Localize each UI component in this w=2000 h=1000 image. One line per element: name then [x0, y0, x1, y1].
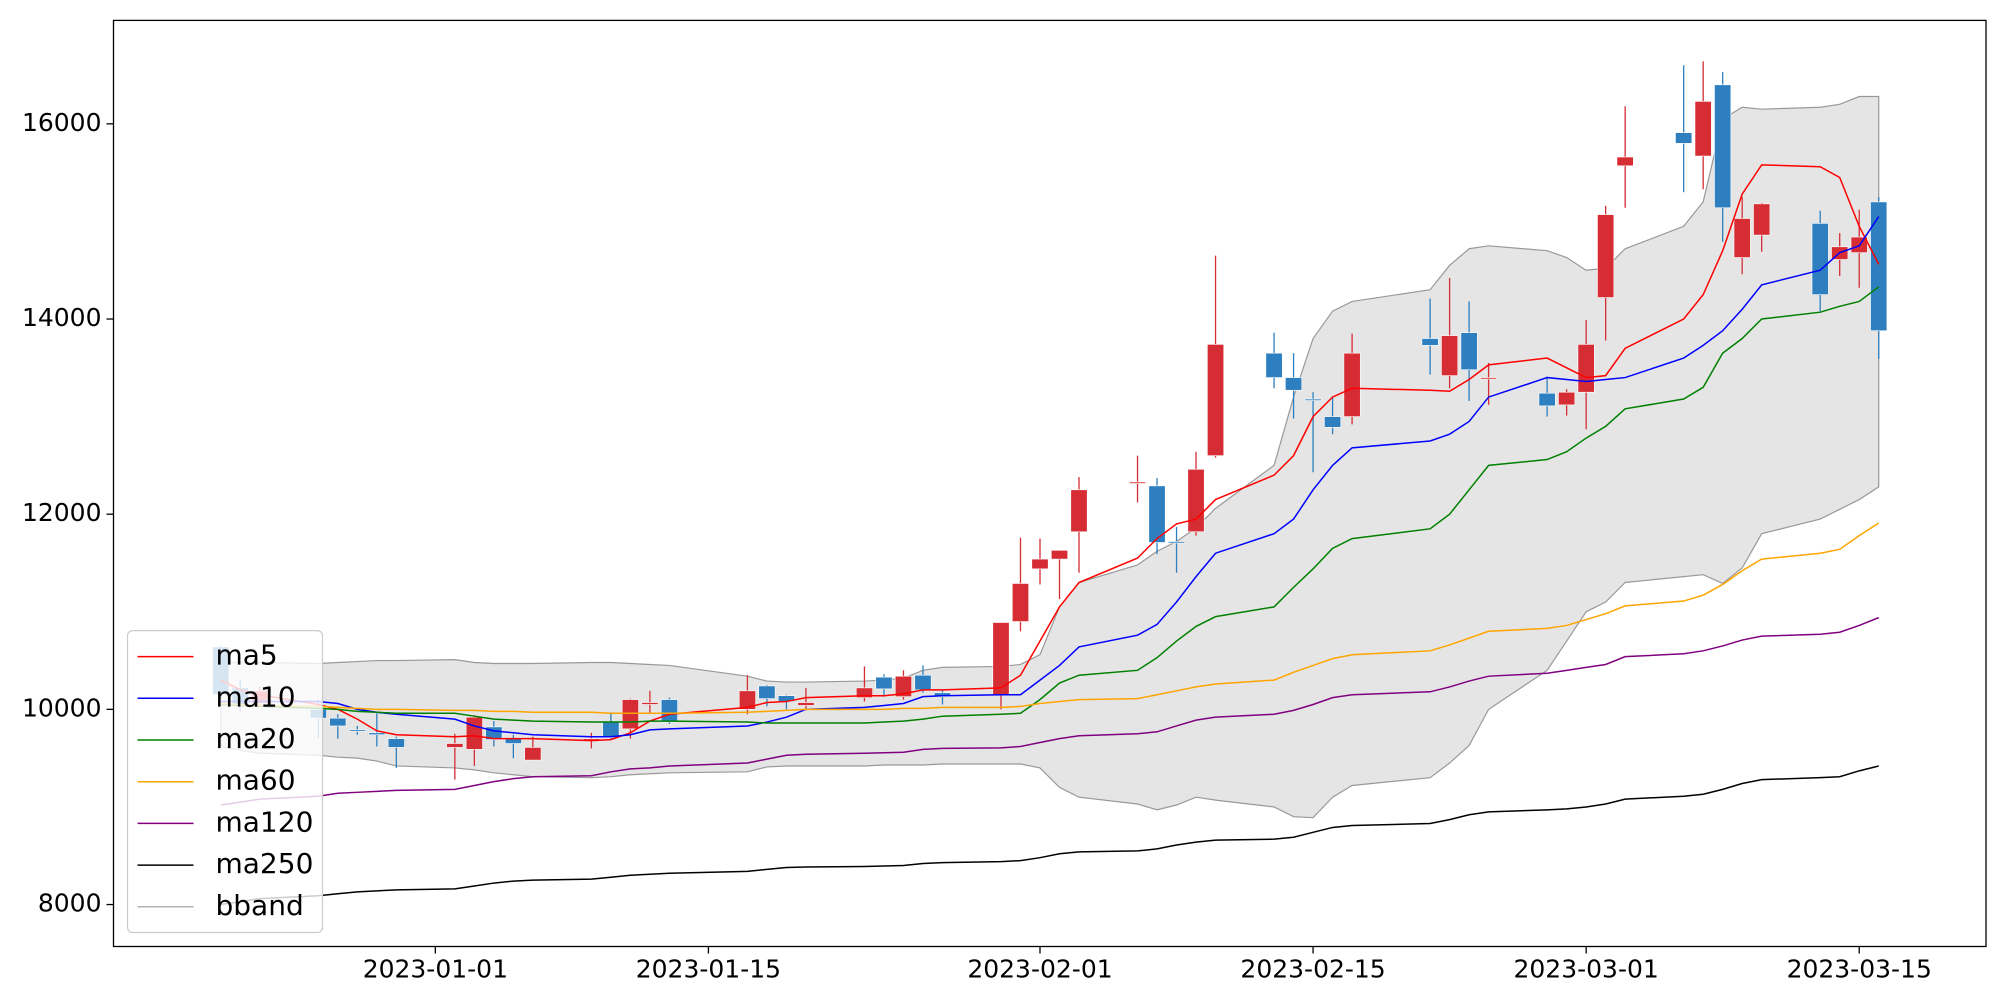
candle-body — [1207, 344, 1225, 456]
candle-body — [1051, 549, 1068, 560]
candle-body — [446, 743, 464, 748]
candle-body — [1168, 541, 1186, 544]
candle-body — [894, 675, 912, 697]
candle-body — [1187, 468, 1205, 533]
ma-line — [220, 522, 1880, 715]
candle-body — [933, 692, 951, 697]
candle-body — [914, 674, 932, 691]
x-tick-label: 2023-01-01 — [363, 955, 508, 984]
candle-body — [875, 676, 893, 690]
legend-label: ma120 — [216, 805, 314, 838]
candle-body — [1811, 223, 1829, 295]
candle-body — [1870, 201, 1888, 332]
x-tick-label: 2023-03-15 — [1787, 955, 1932, 984]
legend: ma5 ma10 ma20 ma60 ma120 ma250 bband — [126, 629, 324, 934]
legend-box — [126, 629, 324, 934]
x-tick-label: 2023-01-15 — [636, 955, 781, 984]
candle-body — [1421, 338, 1439, 346]
candle-body — [1733, 218, 1751, 258]
candle-body — [1538, 392, 1556, 407]
ma-line — [220, 164, 1880, 742]
candle-body — [1265, 352, 1283, 378]
x-tick-label: 2023-03-01 — [1513, 955, 1658, 984]
legend-label: ma10 — [216, 680, 296, 713]
x-tick-label: 2023-02-15 — [1240, 955, 1385, 984]
candle-body — [1011, 583, 1029, 622]
candle-body — [602, 721, 620, 738]
y-tick-label: 12000 — [22, 498, 102, 527]
candle-body — [329, 717, 347, 727]
candle-body — [1616, 156, 1634, 167]
candle-body — [621, 699, 639, 730]
candle-body — [1460, 332, 1478, 371]
ma-line — [220, 765, 1879, 906]
x-tick-label: 2023-02-01 — [967, 955, 1112, 984]
candle-body — [758, 685, 776, 699]
legend-label: ma20 — [216, 722, 296, 755]
y-tick-label: 14000 — [22, 303, 102, 332]
candle-body — [524, 747, 542, 761]
ma-line — [220, 216, 1880, 738]
legend-label: ma60 — [216, 764, 296, 797]
candle-body — [855, 687, 873, 698]
bband-area — [220, 95, 1880, 819]
y-tick-label: 10000 — [22, 693, 102, 722]
candle-body — [1343, 352, 1361, 417]
candle-body — [387, 738, 405, 748]
candle-body — [368, 732, 386, 736]
y-tick-label: 8000 — [38, 889, 102, 918]
candle-body — [1304, 398, 1322, 401]
legend-label: bband — [216, 889, 304, 922]
legend-label: ma5 — [216, 639, 278, 672]
y-tick-label: 16000 — [22, 108, 102, 137]
candle-body — [1675, 132, 1693, 144]
ma-line — [220, 616, 1879, 806]
candle-body — [738, 690, 756, 710]
candle-body — [1558, 391, 1576, 406]
candle-body — [1753, 203, 1771, 236]
candle-body — [1148, 485, 1166, 543]
candle-body — [1597, 214, 1615, 298]
ma-line — [220, 286, 1880, 724]
plot — [212, 61, 1888, 906]
candle-body — [1129, 481, 1147, 484]
candle-body — [1324, 416, 1342, 428]
candle-body — [1031, 558, 1049, 570]
candle-body — [641, 702, 659, 705]
candle-body — [348, 729, 366, 732]
candle-body — [797, 702, 815, 706]
candle-body — [1480, 377, 1498, 380]
candle-body — [1577, 344, 1595, 393]
legend-label: ma250 — [216, 847, 314, 880]
candle-body — [1714, 84, 1732, 209]
candle-body — [465, 716, 483, 750]
candle-body — [660, 699, 678, 723]
candle-body — [1070, 489, 1088, 533]
plot-frame — [112, 19, 1987, 948]
candle-body — [1441, 335, 1459, 376]
candle-body — [1285, 377, 1303, 391]
candle-body — [1694, 101, 1712, 157]
